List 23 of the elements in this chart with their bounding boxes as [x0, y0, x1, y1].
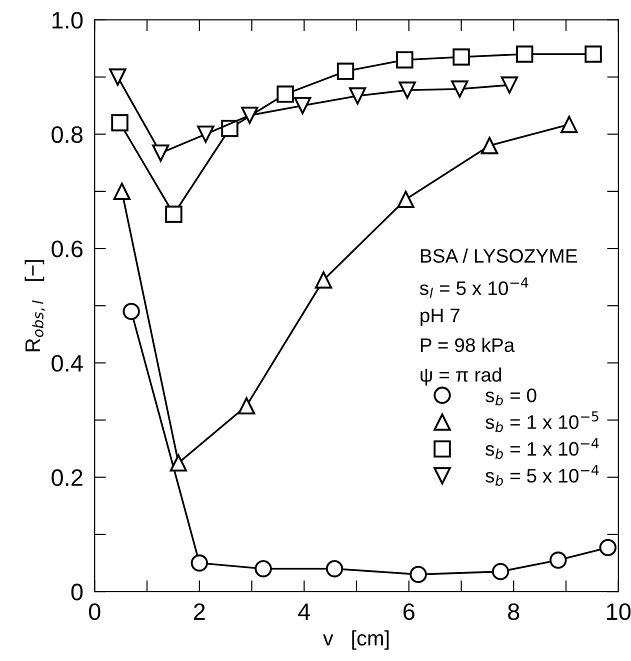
annotation: s$_{l}$ = 5 x 10$^{−4}$	[420, 278, 528, 298]
legend-label: s$_{b}$ = 5 x 10$^{−4}$	[486, 465, 599, 486]
x-tick-label: 8	[508, 603, 520, 620]
x-tick-label: 6	[404, 603, 414, 620]
x-tick-label: 10	[607, 603, 631, 620]
annotation: BSA / LYSOZYME	[420, 248, 578, 263]
y-tick-label: 0	[71, 584, 83, 600]
annotation: ψ = π rad	[420, 367, 502, 386]
text: R$_{obs,l}$ [−]	[24, 260, 45, 352]
y-tick-label: 1.0	[52, 12, 83, 29]
x-axis-title: v [cm]	[323, 630, 389, 650]
y-tick-label: 0.6	[52, 240, 83, 258]
annotation: P = 98 kPa	[420, 338, 515, 352]
y-tick-label: 0.2	[52, 469, 82, 486]
legend-label: s$_{b}$ = 0	[486, 388, 536, 406]
x-tick-label: 2	[194, 603, 205, 620]
annotation: pH 7	[420, 308, 460, 326]
x-tick-label: 4	[298, 604, 310, 620]
y-tick-label: 0.8	[52, 126, 83, 143]
legend-label: s$_{b}$ = 1 x 10$^{−5}$	[486, 411, 598, 432]
x-tick-label: 0	[89, 603, 100, 620]
legend-label: s$_{b}$ = 1 x 10$^{−4}$	[486, 438, 599, 459]
y-tick-label: 0.4	[52, 354, 83, 372]
